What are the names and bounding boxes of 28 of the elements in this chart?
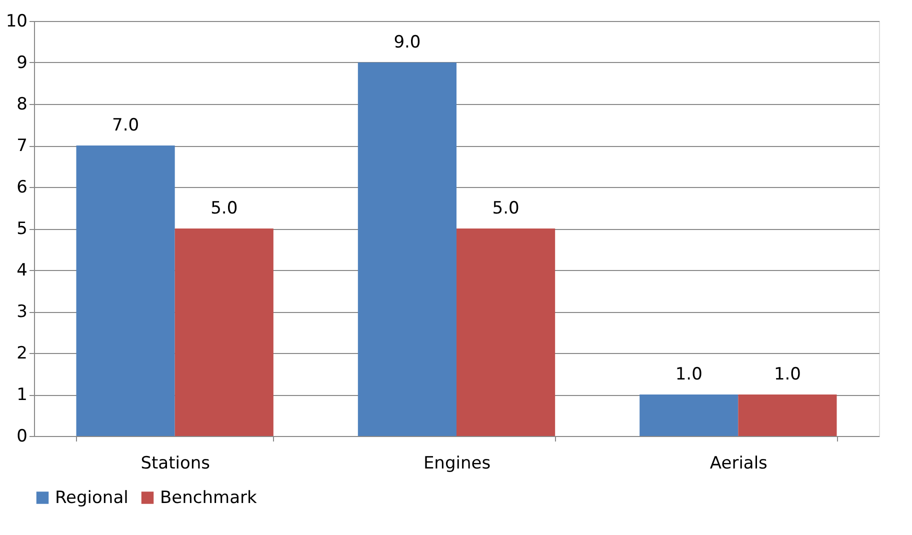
bar [358, 62, 456, 436]
y-tick-label: 10 [6, 12, 28, 32]
bar [174, 228, 274, 436]
y-tick-label: 0 [16, 426, 28, 446]
x-tick-label: Aerials [710, 454, 768, 474]
y-tick-label: 7 [16, 136, 28, 156]
bar [640, 394, 738, 436]
y-tick-label: 3 [16, 302, 28, 322]
y-tick-label: 2 [16, 344, 28, 364]
x-tick-label: Stations [140, 454, 210, 474]
bar [76, 146, 175, 436]
data-label: 9.0 [394, 32, 421, 52]
x-tick-label: Engines [423, 454, 491, 474]
data-label: 1.0 [774, 364, 801, 384]
legend-label: Regional [55, 488, 128, 508]
data-label: 1.0 [675, 364, 702, 384]
y-tick-label: 6 [16, 178, 28, 198]
data-label: 5.0 [210, 198, 238, 218]
bar [456, 228, 556, 436]
bar [738, 394, 837, 436]
legend-label: Benchmark [160, 488, 257, 508]
data-label: 5.0 [492, 198, 520, 218]
y-tick-label: 5 [16, 219, 28, 239]
y-tick-label: 8 [16, 94, 28, 114]
data-label: 7.0 [112, 116, 140, 136]
y-tick-label: 1 [16, 385, 28, 405]
y-tick-label: 4 [16, 260, 28, 280]
y-tick-label: 9 [16, 53, 28, 73]
